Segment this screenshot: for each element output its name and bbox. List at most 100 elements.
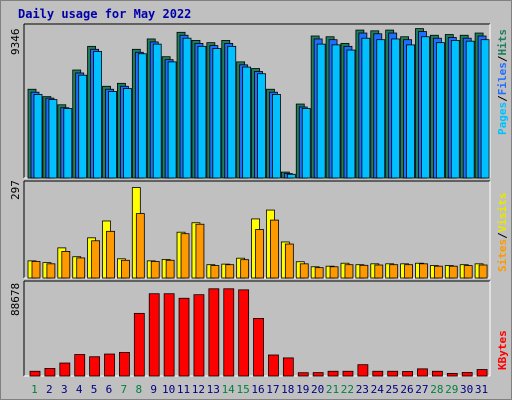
day-label-7: 7 [121,383,128,396]
bar-kbytes-day-30 [461,372,473,377]
bar-kbytes-day-1 [29,370,41,377]
bar-kbytes-day-14 [223,288,235,377]
bar-sites-day-7 [121,259,130,279]
bar-kbytes-day-24 [372,370,384,377]
bar-pages-day-17 [272,94,281,179]
bar-kbytes-day-26 [402,371,413,377]
bar-kbytes-day-23 [357,364,369,377]
bar-sites-day-17 [270,219,279,279]
bar-sites-day-10 [165,259,175,279]
bar-pages-day-27 [421,36,430,179]
day-label-5: 5 [91,383,98,396]
day-label-15: 15 [236,383,249,396]
bar-sites-day-13 [210,265,220,279]
bar-kbytes-day-6 [104,353,115,377]
bar-sites-day-28 [433,265,443,279]
bar-kbytes-day-18 [282,357,294,377]
bar-pages-day-25 [391,38,401,179]
bar-sites-day-5 [91,240,101,279]
bar-pages-day-5 [93,51,103,179]
day-label-2: 2 [46,383,53,396]
bar-pages-day-11 [182,37,192,179]
day-label-17: 17 [266,383,279,396]
bar-pages-day-24 [376,39,386,179]
bar-pages-day-3 [63,108,73,179]
bar-pages-day-6 [108,91,117,179]
bar-sites-day-3 [61,251,71,279]
bar-pages-day-12 [197,45,207,179]
day-label-4: 4 [76,383,83,396]
day-label-22: 22 [341,383,354,396]
day-label-23: 23 [356,383,369,396]
bar-pages-day-4 [78,74,88,179]
bar-pages-day-19 [301,108,311,179]
bar-sites-day-27 [419,263,428,279]
day-label-11: 11 [177,383,190,396]
bar-kbytes-day-11 [178,297,190,377]
bar-pages-day-22 [346,49,356,179]
bar-sites-day-21 [329,266,339,279]
bar-pages-day-8 [137,53,147,179]
bar-sites-day-19 [299,263,309,279]
bar-pages-day-26 [406,44,415,179]
bar-sites-day-23 [359,264,369,279]
day-label-21: 21 [326,383,339,396]
bar-kbytes-day-8 [133,312,145,377]
bar-sites-day-15 [240,259,250,279]
day-label-25: 25 [386,383,399,396]
day-label-30: 30 [460,383,473,396]
day-label-27: 27 [415,383,428,396]
bar-sites-day-18 [284,243,294,279]
bar-pages-day-9 [152,43,162,179]
day-label-9: 9 [150,383,157,396]
day-label-16: 16 [251,383,264,396]
bar-pages-day-15 [242,66,252,179]
bar-kbytes-day-13 [208,288,220,377]
day-label-20: 20 [311,383,324,396]
bar-sites-day-8 [135,213,145,279]
day-label-29: 29 [445,383,458,396]
day-label-19: 19 [296,383,309,396]
chart-title: Daily usage for May 2022 [18,7,192,21]
bar-kbytes-day-10 [163,293,175,377]
bar-kbytes-day-21 [327,370,339,377]
day-label-14: 14 [222,383,236,396]
bar-sites-day-25 [389,264,399,279]
bar-pages-day-30 [465,40,475,179]
bar-pages-day-28 [435,42,445,179]
bar-pages-day-14 [227,45,237,179]
bar-sites-day-16 [255,229,264,279]
bar-kbytes-day-4 [74,354,86,377]
bar-kbytes-day-7 [119,351,130,377]
bar-kbytes-day-9 [148,293,160,377]
day-label-8: 8 [135,383,142,396]
bar-pages-day-31 [480,39,490,179]
bar-sites-day-29 [448,265,458,279]
bar-sites-day-12 [195,223,205,279]
day-label-18: 18 [281,383,294,396]
bar-pages-day-29 [450,40,460,179]
day-label-28: 28 [430,383,443,396]
bar-pages-day-21 [331,44,341,179]
bar-sites-day-9 [150,261,160,279]
bar-pages-day-13 [212,48,222,179]
bar-kbytes-day-3 [59,362,71,377]
bar-sites-day-22 [344,264,354,279]
bar-sites-day-26 [404,264,413,279]
bar-kbytes-day-17 [268,354,279,377]
bar-pages-day-23 [361,37,371,179]
bar-pages-day-1 [33,94,43,179]
bar-sites-day-1 [31,261,41,279]
bar-pages-day-10 [167,61,177,179]
bar-pages-day-20 [316,43,326,179]
bar-pages-day-7 [123,88,132,179]
bar-kbytes-day-5 [89,356,101,377]
bar-kbytes-day-20 [312,372,324,377]
bar-kbytes-day-27 [417,368,428,377]
bar-sites-day-2 [46,263,56,279]
day-label-10: 10 [162,383,175,396]
bar-sites-day-11 [180,233,190,279]
bar-kbytes-day-15 [238,289,250,377]
day-label-12: 12 [192,383,205,396]
day-label-31: 31 [475,383,488,396]
